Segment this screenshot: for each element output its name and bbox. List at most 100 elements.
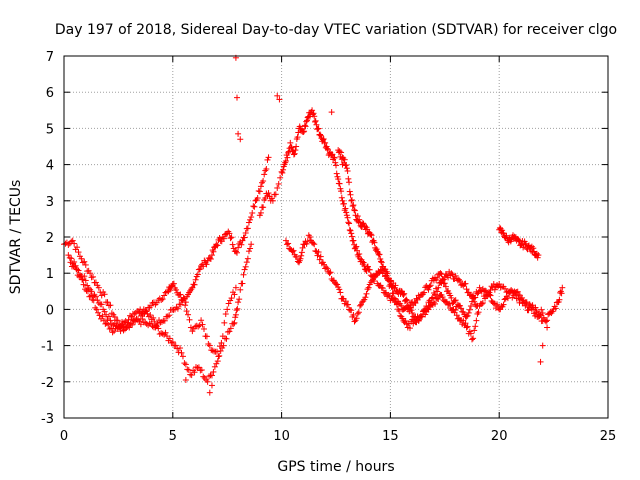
data-point: [323, 264, 330, 271]
data-point: [497, 284, 504, 291]
data-point: [331, 154, 338, 161]
y-tick-label: -3: [41, 412, 54, 427]
data-point: [243, 259, 250, 266]
data-point: [426, 283, 433, 290]
data-point: [114, 317, 121, 324]
data-point: [180, 295, 187, 302]
plot-frame: [63, 55, 609, 419]
data-point: [288, 144, 295, 151]
data-point: [353, 243, 360, 250]
data-point: [279, 169, 286, 176]
data-point: [106, 325, 113, 332]
data-point: [360, 259, 367, 266]
data-point: [245, 248, 252, 255]
data-point: [465, 309, 472, 316]
grid-lines: [64, 56, 608, 418]
data-point: [403, 296, 410, 303]
data-point: [275, 180, 282, 187]
data-point: [115, 323, 122, 330]
data-point: [538, 306, 545, 313]
data-point: [504, 295, 511, 302]
data-point: [131, 311, 138, 318]
data-point: [148, 302, 155, 309]
data-point: [312, 117, 319, 124]
data-point: [338, 149, 345, 156]
data-point: [335, 176, 342, 183]
data-point: [527, 244, 534, 251]
data-point: [474, 290, 481, 297]
data-point: [153, 299, 160, 306]
data-point: [247, 216, 254, 223]
data-point: [534, 254, 541, 261]
data-point: [210, 368, 217, 375]
data-point: [92, 293, 99, 300]
data-point: [159, 296, 166, 303]
data-point: [376, 251, 383, 258]
data-point: [406, 325, 413, 332]
data-point: [471, 298, 478, 305]
data-point: [257, 209, 264, 216]
data-point: [120, 327, 127, 334]
data-point: [342, 205, 349, 212]
data-point: [182, 299, 189, 306]
data-point: [462, 280, 469, 287]
data-point: [421, 307, 428, 314]
data-point: [215, 353, 222, 360]
data-point: [333, 170, 340, 177]
data-point: [502, 285, 509, 292]
data-point: [241, 234, 248, 241]
data-point: [422, 311, 429, 318]
data-point: [280, 166, 287, 173]
data-point: [177, 301, 184, 308]
data-point: [127, 320, 134, 327]
data-point: [169, 338, 176, 345]
data-point: [89, 296, 96, 303]
data-point: [496, 281, 503, 288]
data-point: [532, 304, 539, 311]
data-point: [393, 300, 400, 307]
data-point: [237, 136, 244, 143]
data-point: [463, 324, 470, 331]
chart-title: Day 197 of 2018, Sidereal Day-to-day VTE…: [55, 22, 617, 38]
data-point: [500, 301, 507, 308]
data-point: [198, 366, 205, 373]
data-point: [187, 371, 194, 378]
data-point: [297, 255, 304, 262]
data-point: [412, 300, 419, 307]
data-point: [214, 348, 221, 355]
data-point: [200, 373, 207, 380]
data-point: [378, 259, 385, 266]
y-tick-label: 6: [46, 86, 54, 101]
data-point: [300, 129, 307, 136]
data-point: [68, 255, 75, 262]
data-point: [342, 298, 349, 305]
data-point: [298, 249, 305, 256]
data-point: [170, 280, 177, 287]
data-point: [147, 312, 154, 319]
data-point: [434, 288, 441, 295]
data-point: [455, 276, 462, 283]
data-point: [156, 295, 163, 302]
data-point: [349, 203, 356, 210]
data-point: [479, 299, 486, 306]
data-point: [111, 313, 118, 320]
data-point: [356, 250, 363, 257]
data-point: [102, 320, 109, 327]
data-point: [439, 294, 446, 301]
data-point: [365, 284, 372, 291]
data-point: [544, 324, 551, 331]
data-point: [314, 252, 321, 259]
data-point: [166, 335, 173, 342]
data-point: [182, 302, 189, 309]
data-point: [435, 296, 442, 303]
data-point: [315, 249, 322, 256]
data-point: [348, 230, 355, 237]
data-point: [272, 191, 279, 198]
data-point: [165, 288, 172, 295]
data-point: [301, 122, 308, 129]
data-point: [87, 292, 94, 299]
data-point: [166, 312, 173, 319]
data-point: [355, 309, 362, 316]
data-point: [73, 266, 80, 273]
data-point: [515, 295, 522, 302]
